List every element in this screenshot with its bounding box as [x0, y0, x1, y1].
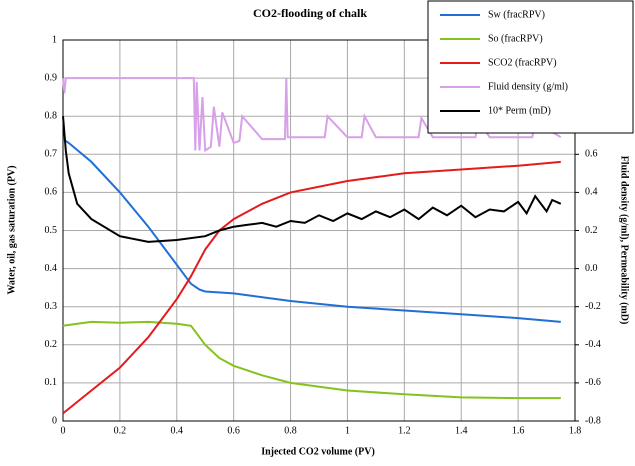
- x-axis-label: Injected CO2 volume (PV): [261, 446, 375, 457]
- y2-tick-label: 0.2: [585, 225, 598, 236]
- x-tick-label: 1.8: [569, 425, 582, 436]
- series-line: [62, 77, 562, 153]
- y-tick-label: 0.5: [45, 225, 58, 236]
- x-tick-label: 0: [61, 425, 66, 436]
- legend-label: Fluid density (g/ml): [488, 81, 568, 92]
- chart-title: CO2-flooding of chalk: [253, 6, 367, 20]
- legend-label: So (fracRPV): [488, 33, 543, 44]
- legend-label: SCO2 (fracRPV): [488, 57, 557, 68]
- y2-axis-label: Fluid density (g/ml), Permeability (mD): [619, 156, 630, 325]
- x-tick-label: 1: [345, 425, 350, 436]
- x-tick-label: 0.4: [171, 425, 184, 436]
- y2-tick-label: 0.4: [585, 187, 598, 198]
- y-tick-label: 0.7: [45, 149, 58, 160]
- y-tick-label: 0.6: [45, 187, 58, 198]
- y2-tick-label: -0.2: [585, 301, 601, 312]
- y-tick-label: 0.1: [45, 377, 58, 388]
- y-tick-label: 0.2: [45, 339, 58, 350]
- y-tick-label: 0.9: [45, 72, 58, 83]
- x-tick-label: 0.2: [114, 425, 127, 436]
- plot-frame: [62, 39, 576, 422]
- y2-tick-label: -0.8: [585, 415, 601, 426]
- x-tick-label: 1.4: [455, 425, 468, 436]
- y2-tick-label: 0.0: [585, 263, 598, 274]
- y-tick-label: 0: [52, 415, 57, 426]
- y2-tick-label: -0.6: [585, 377, 601, 388]
- x-tick-label: 0.8: [284, 425, 297, 436]
- y-tick-label: 0.8: [45, 110, 58, 121]
- y-tick-label: 1: [52, 34, 57, 45]
- x-tick-label: 0.6: [227, 425, 240, 436]
- series-line: [62, 138, 561, 323]
- y-tick-label: 0.3: [45, 301, 58, 312]
- y2-tick-label: 0.6: [585, 149, 598, 160]
- series-line: [62, 320, 561, 400]
- y-tick-label: 0.4: [45, 263, 58, 274]
- y-axis-label: Water, oil, gas saturation (PV): [6, 165, 17, 294]
- legend-label: Sw (fracRPV): [488, 9, 545, 20]
- series-line: [62, 116, 562, 243]
- x-tick-label: 1.6: [512, 425, 525, 436]
- legend-label: 10* Perm (mD): [488, 105, 551, 116]
- x-tick-label: 1.2: [398, 425, 411, 436]
- y2-tick-label: -0.4: [585, 339, 601, 350]
- series-line: [62, 160, 561, 415]
